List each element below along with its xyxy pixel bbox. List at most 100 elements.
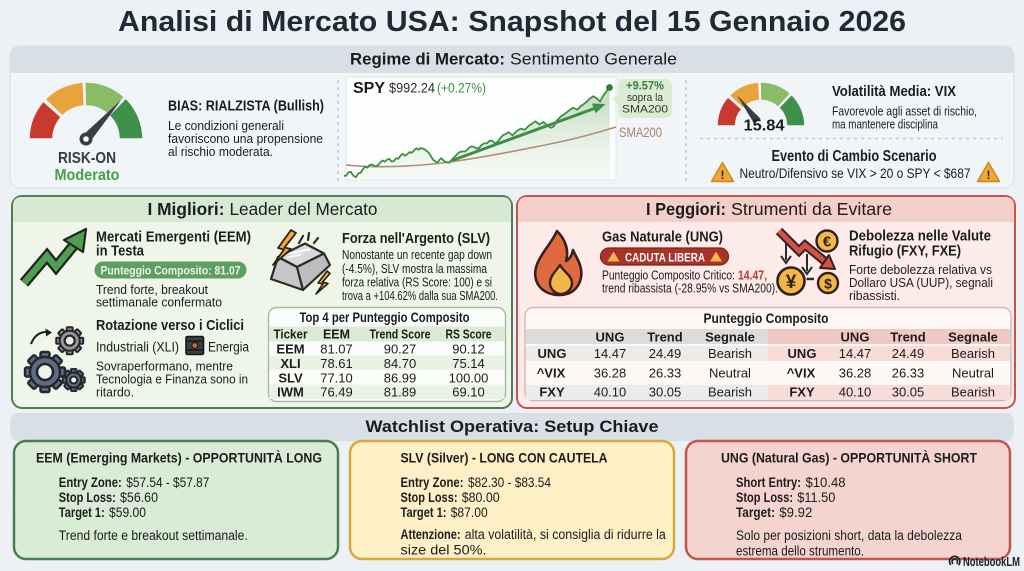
svg-text:UNG: UNG [788,346,817,361]
svg-text:Debolezza nelle Valute: Debolezza nelle Valute [849,229,991,245]
svg-text:Stop Loss:: Stop Loss: [401,490,458,505]
svg-text:Strumenti da Evitare: Strumenti da Evitare [731,199,892,219]
svg-text:Stop Loss:: Stop Loss: [736,490,793,505]
svg-text:^VIX: ^VIX [537,366,566,381]
svg-text:26.33: 26.33 [892,366,925,381]
svg-text:36.28: 36.28 [839,366,872,381]
svg-text:size del 50%.: size del 50%. [401,543,487,558]
svg-text:Target 1:: Target 1: [401,505,447,520]
svg-text:estrema dello strumento.: estrema dello strumento. [736,544,864,559]
svg-text:$87.00: $87.00 [451,505,488,520]
svg-text:ribassisti.: ribassisti. [849,288,900,303]
svg-text:24.49: 24.49 [649,346,682,361]
svg-text:Attenzione:: Attenzione: [401,527,461,542]
svg-text:Evento di Cambio Scenario: Evento di Cambio Scenario [772,148,937,165]
svg-text:Regime di Mercato:: Regime di Mercato: [350,51,505,69]
svg-text:26.33: 26.33 [649,366,682,381]
svg-text:al rischio moderata.: al rischio moderata. [168,144,273,159]
svg-text:Solo per posizioni short, data: Solo per posizioni short, data la debole… [736,528,962,543]
svg-text:90.12: 90.12 [452,342,485,357]
svg-text:Target:: Target: [736,505,775,520]
svg-text:€: € [823,234,832,251]
svg-text:Le condizioni generali: Le condizioni generali [168,118,284,133]
svg-text:Trend forte, breakout: Trend forte, breakout [96,282,208,297]
svg-text:69.10: 69.10 [452,385,485,400]
svg-text:Favorevole agli asset di risch: Favorevole agli asset di rischio, [832,104,977,119]
svg-text:Top 4 per Punteggio Composito: Top 4 per Punteggio Composito [300,309,470,325]
svg-text:Trend forte e breakout settima: Trend forte e breakout settimanale. [59,528,248,543]
svg-text:Sovraperformano, mentre: Sovraperformano, mentre [96,359,233,374]
svg-text:SMA200: SMA200 [619,124,662,140]
svg-text:(+0.27%): (+0.27%) [437,81,486,96]
svg-text:Segnale: Segnale [948,330,998,345]
svg-text:Neutral: Neutral [709,366,751,381]
svg-text:alta volatilità, si consiglia: alta volatilità, si consiglia di ridurre… [465,527,666,542]
svg-text:Bearish: Bearish [951,346,995,361]
svg-text:Bearish: Bearish [708,385,752,400]
svg-text:UNG: UNG [596,330,625,345]
svg-text:Industriali (XLI): Industriali (XLI) [96,340,179,355]
svg-text:Short Entry:: Short Entry: [736,475,801,490]
svg-text:Rotazione verso i Ciclici: Rotazione verso i Ciclici [96,317,244,334]
svg-text:(-4.5%), SLV mostra la massima: (-4.5%), SLV mostra la massima [342,262,487,276]
svg-text:Punteggio Composito: 81.07: Punteggio Composito: 81.07 [101,264,241,278]
svg-text:$80.00: $80.00 [462,490,500,505]
svg-text:75.14: 75.14 [452,356,485,371]
svg-text:SPY: SPY [353,80,385,97]
svg-text:Entry Zone:: Entry Zone: [59,475,122,490]
svg-text:ritardo.: ritardo. [96,385,134,400]
svg-text:Watchlist Operativa: Setup Chi: Watchlist Operativa: Setup Chiave [366,418,659,436]
svg-text:+9.57%: +9.57% [626,81,664,93]
svg-text:$82.30 - $83.54: $82.30 - $83.54 [468,475,551,490]
svg-text:Forza nell'Argento (SLV): Forza nell'Argento (SLV) [342,231,490,247]
svg-text:CADUTA LIBERA: CADUTA LIBERA [625,250,705,264]
svg-text:Punteggio Composito: Punteggio Composito [704,310,829,326]
svg-text:EEM: EEM [323,327,350,342]
svg-text:78.61: 78.61 [320,356,353,371]
svg-text:trend ribassista (-28.95% vs S: trend ribassista (-28.95% vs SMA200). [602,282,778,296]
svg-text:14.47: 14.47 [839,346,872,361]
svg-text:EEM: EEM [276,342,304,357]
svg-text:40.10: 40.10 [594,385,627,400]
svg-text:I Migliori:: I Migliori: [148,199,225,219]
svg-text:RISK-ON: RISK-ON [58,150,116,167]
svg-text:forza relativa (RS Score: 100): forza relativa (RS Score: 100) e si [342,276,492,290]
svg-text:Analisi di Mercato USA: Snapsh: Analisi di Mercato USA: Snapshot del 15 … [118,6,906,38]
svg-text:BIAS: RIALZISTA (Bullish): BIAS: RIALZISTA (Bullish) [168,98,324,115]
svg-text:Punteggio Composito Critico:: Punteggio Composito Critico: [602,269,735,283]
svg-text:SMA200: SMA200 [622,104,668,116]
svg-text:81.07: 81.07 [320,342,353,357]
svg-text:ma mantenere disciplina: ma mantenere disciplina [832,117,939,132]
svg-text:Neutro/Difensivo se VIX > 20 o: Neutro/Difensivo se VIX > 20 o SPY < $68… [740,165,971,181]
svg-text:$59.00: $59.00 [109,505,146,520]
svg-text:Energia: Energia [208,340,249,355]
svg-text:100.00: 100.00 [449,371,489,386]
svg-text:30.05: 30.05 [892,385,925,400]
svg-text:trova a +104.62% dalla sua SMA: trova a +104.62% dalla sua SMA200. [342,289,498,303]
svg-text:76.49: 76.49 [320,385,353,400]
svg-text:24.49: 24.49 [892,346,925,361]
svg-text:$56.60: $56.60 [120,490,158,505]
svg-text:Trend Score: Trend Score [370,327,431,342]
svg-text:Ticker: Ticker [274,327,308,342]
svg-text:86.99: 86.99 [384,371,417,386]
svg-text:Dollaro USA (UUP), segnali: Dollaro USA (UUP), segnali [849,275,993,290]
svg-text:XLI: XLI [280,356,300,371]
svg-text:15.84: 15.84 [744,118,785,135]
svg-text:¥: ¥ [786,272,797,293]
svg-text:Entry Zone:: Entry Zone: [401,475,464,490]
svg-text:NotebookLM: NotebookLM [963,555,1020,569]
svg-text:$57.54 - $57.87: $57.54 - $57.87 [126,475,209,490]
svg-text:Bearish: Bearish [708,346,752,361]
svg-text:settimanale confermato: settimanale confermato [96,295,222,310]
svg-text:!: ! [721,168,725,182]
svg-text:$992.24: $992.24 [389,81,435,96]
svg-text:Target 1:: Target 1: [59,505,105,520]
svg-text:favoriscono una propensione: favoriscono una propensione [168,131,323,146]
svg-text:Neutral: Neutral [952,366,994,381]
svg-text:40.10: 40.10 [839,385,872,400]
svg-text:84.70: 84.70 [384,356,417,371]
svg-text:30.05: 30.05 [649,385,682,400]
svg-text:Tecnologia e Finanza sono in: Tecnologia e Finanza sono in [96,372,248,387]
svg-text:Moderato: Moderato [55,167,120,184]
